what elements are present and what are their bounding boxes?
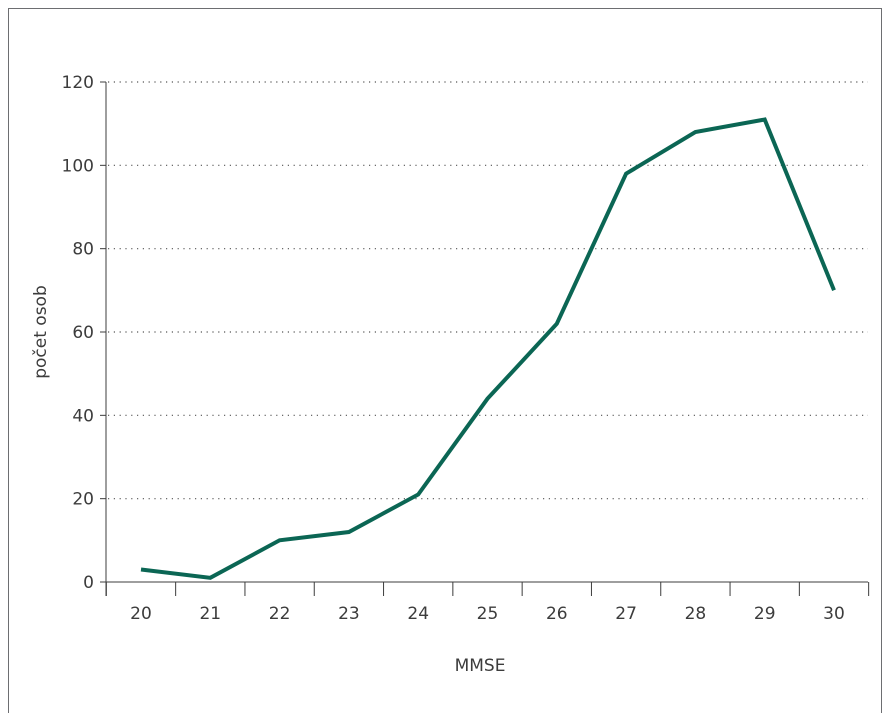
x-tick-label: 29 — [754, 604, 776, 624]
y-axis-label: počet osob — [31, 285, 51, 379]
x-tick-label: 24 — [407, 604, 429, 624]
x-tick-label: 22 — [269, 604, 291, 624]
series-group — [140, 117, 836, 580]
x-tick-label: 27 — [615, 604, 637, 624]
x-tick-label: 26 — [546, 604, 568, 624]
x-tick-label: 30 — [823, 604, 845, 624]
x-tick-label: 28 — [685, 604, 707, 624]
tick-labels: 0 20 40 60 80 100 120 20 21 22 23 24 25 26 27 28 29 30 — [62, 73, 845, 624]
x-tick-label: 21 — [199, 604, 221, 624]
y-tick-label: 120 — [62, 73, 94, 93]
y-tick-label: 60 — [72, 323, 94, 343]
y-tick-label: 100 — [62, 156, 94, 176]
x-tick-label: 25 — [477, 604, 499, 624]
x-tick-label: 23 — [338, 604, 360, 624]
y-tick-label: 80 — [72, 240, 94, 260]
y-tick-label: 40 — [72, 406, 94, 426]
x-axis-label: MMSE — [455, 656, 506, 676]
axes — [100, 81, 870, 596]
y-tick-label: 20 — [72, 490, 94, 510]
series-line-0 — [140, 117, 836, 580]
gridlines — [108, 81, 868, 500]
x-tick-label: 20 — [130, 604, 152, 624]
y-tick-label: 0 — [83, 573, 94, 593]
